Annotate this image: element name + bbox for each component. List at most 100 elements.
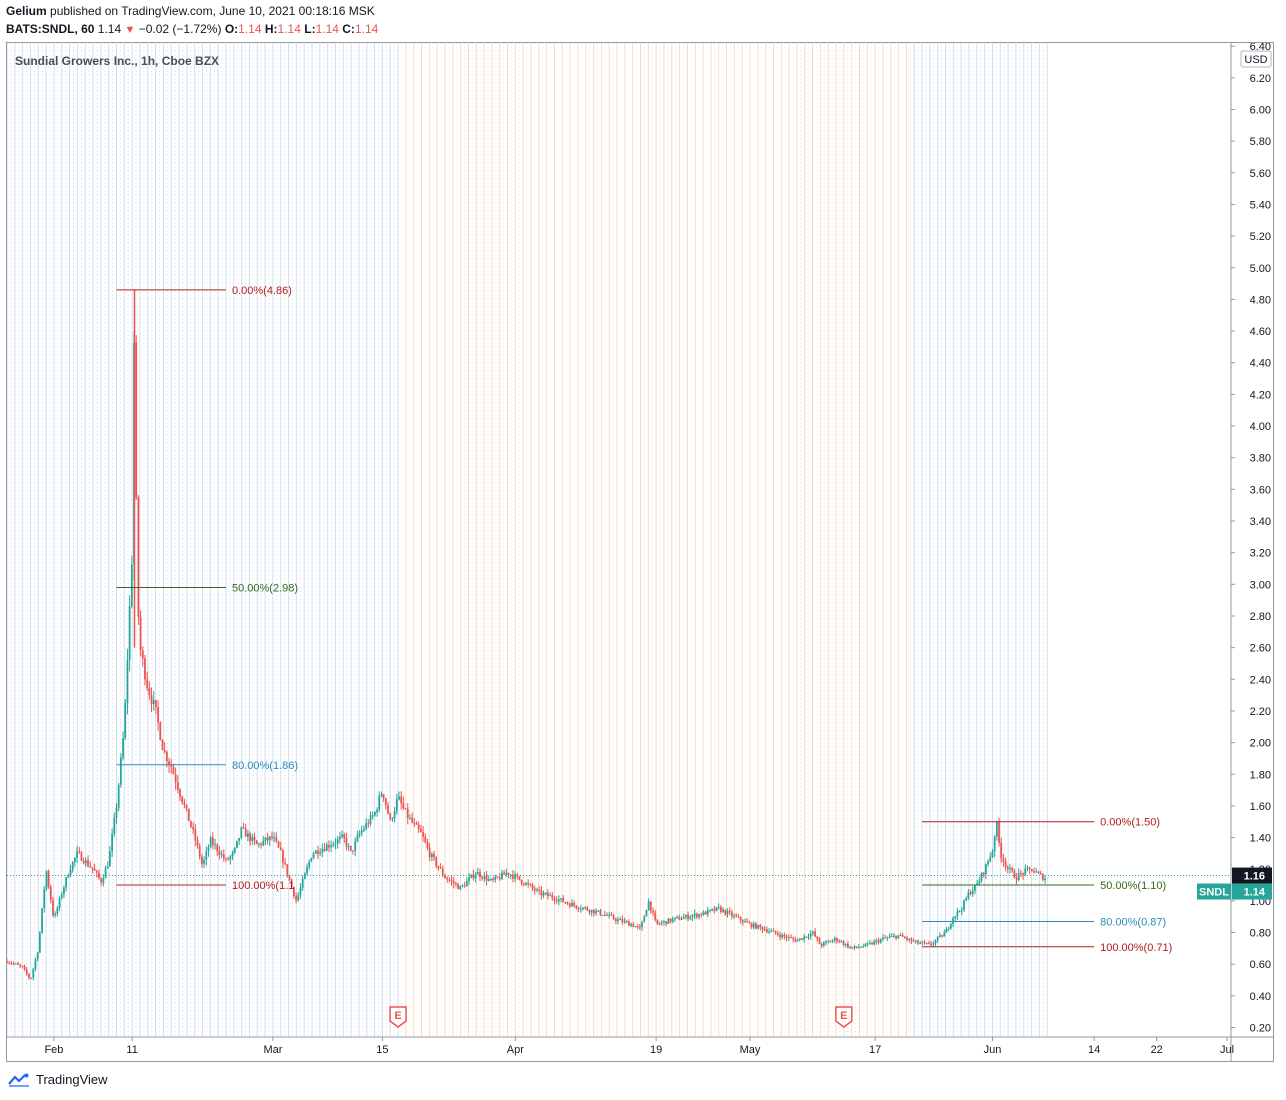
candle-body (275, 837, 278, 842)
candle-body (194, 829, 197, 841)
candle-body (842, 941, 845, 945)
candle-body (557, 899, 560, 902)
candle-body (877, 940, 880, 943)
candle-body (225, 858, 227, 860)
candle-body (969, 892, 972, 895)
candle-body (1020, 873, 1022, 875)
candle-body (328, 844, 330, 848)
candle-body (836, 938, 838, 941)
candle-body (334, 843, 337, 845)
candle-body (402, 803, 405, 809)
candle-body (783, 934, 786, 937)
low-key: L: (304, 22, 316, 36)
candle-body (809, 933, 812, 937)
candle-body (542, 893, 545, 896)
candle-body (1006, 866, 1009, 870)
candle-body (444, 875, 446, 879)
candle-body (680, 918, 683, 920)
candle-body (58, 898, 61, 908)
candle-body (879, 939, 882, 943)
x-tick-label: Feb (44, 1044, 63, 1056)
candle-body (669, 918, 672, 922)
candle-body (801, 938, 803, 940)
candle-body (242, 827, 245, 829)
candle-body (520, 879, 523, 884)
candle-body (641, 922, 643, 928)
candle-body (960, 909, 963, 911)
currency-box (1240, 50, 1272, 68)
high-value: 1.14 (277, 22, 301, 36)
candle-body (947, 928, 950, 930)
candle-body (665, 921, 668, 924)
candle-body (781, 934, 784, 938)
candle-body (47, 871, 50, 887)
candle-body (553, 898, 556, 901)
candle-body (971, 890, 974, 895)
candle-body (119, 757, 122, 785)
candle-body (481, 877, 484, 879)
candle-body (435, 857, 438, 866)
candle-body (568, 903, 571, 907)
candle-body (411, 817, 414, 823)
candle-body (853, 946, 856, 948)
candle-body (601, 914, 604, 916)
candle-body (76, 851, 78, 858)
chart-panel[interactable]: 0.200.400.600.801.001.201.401.601.802.00… (6, 42, 1274, 1062)
candle-body (363, 828, 365, 831)
candle-body (803, 936, 806, 940)
candle-body (301, 879, 304, 888)
candle-body (630, 924, 633, 926)
candle-body (739, 916, 742, 921)
candle-body (303, 873, 306, 880)
current-price-label: 1.16 (1244, 871, 1265, 883)
x-tick-label: 19 (650, 1044, 662, 1056)
candle-body (49, 886, 52, 901)
candle-body (109, 851, 111, 867)
candle-body (914, 940, 917, 942)
candle-body (356, 835, 359, 842)
candle-body (369, 815, 372, 825)
candle-body (170, 764, 173, 768)
candle-body (56, 907, 59, 914)
candle-body (244, 827, 247, 837)
candle-body (349, 845, 352, 851)
candle-body (617, 919, 619, 922)
candle-body (179, 789, 181, 797)
candle-body (209, 837, 212, 848)
tradingview-footer[interactable]: TradingView (8, 1072, 108, 1087)
candle-body (198, 845, 201, 857)
candle-body (347, 845, 350, 847)
y-tick-label: 4.00 (1250, 421, 1271, 433)
candle-body (597, 910, 600, 912)
candle-body (30, 977, 32, 979)
candle-body (295, 895, 297, 901)
candle-body (89, 865, 92, 868)
candle-body (993, 836, 996, 852)
candle-body (459, 885, 462, 890)
candle-body (954, 916, 957, 919)
candle-body (899, 934, 902, 936)
candle-body (715, 907, 718, 911)
y-tick-label: 2.00 (1250, 738, 1271, 750)
candle-body (945, 929, 948, 933)
candle-body (735, 915, 738, 917)
candle-body (897, 935, 900, 939)
price-chart[interactable]: 0.200.400.600.801.001.201.401.601.802.00… (7, 43, 1273, 1061)
candle-body (761, 927, 764, 930)
y-tick-label: 0.60 (1250, 959, 1271, 971)
candle-body (737, 916, 740, 918)
candle-body (621, 919, 624, 923)
candle-body (7, 961, 8, 963)
candle-body (890, 935, 893, 937)
tradingview-brand: TradingView (36, 1072, 108, 1087)
candle-body (1013, 870, 1016, 879)
candle-body (251, 836, 254, 842)
candle-body (965, 898, 968, 901)
candle-body (956, 911, 959, 917)
candle-body (229, 856, 232, 860)
candle-body (893, 935, 895, 937)
y-tick-label: 3.40 (1250, 516, 1271, 528)
candle-body (645, 909, 648, 917)
candle-body (590, 909, 593, 913)
chart-title: Sundial Growers Inc., 1h, Cboe BZX (15, 54, 219, 68)
